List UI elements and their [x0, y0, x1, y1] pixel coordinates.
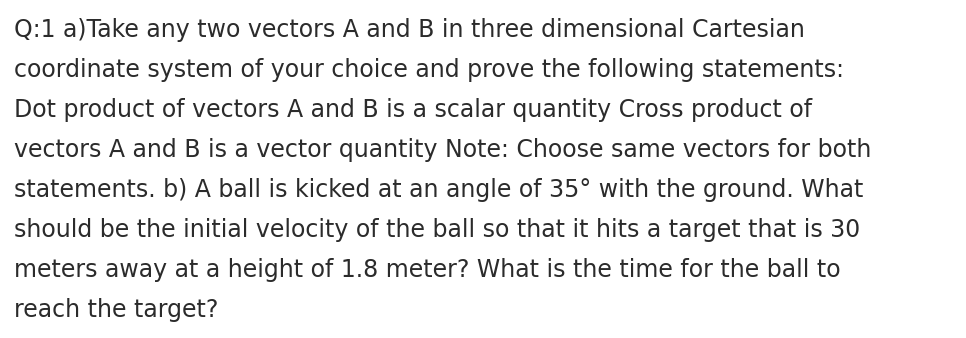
- Text: reach the target?: reach the target?: [14, 298, 218, 322]
- Text: meters away at a height of 1.8 meter? What is the time for the ball to: meters away at a height of 1.8 meter? Wh…: [14, 258, 840, 282]
- Text: should be the initial velocity of the ball so that it hits a target that is 30: should be the initial velocity of the ba…: [14, 218, 861, 242]
- Text: statements. b) A ball is kicked at an angle of 35° with the ground. What: statements. b) A ball is kicked at an an…: [14, 178, 864, 202]
- Text: Q:1 a)Take any two vectors A and B in three dimensional Cartesian: Q:1 a)Take any two vectors A and B in th…: [14, 18, 805, 42]
- Text: Dot product of vectors A and B is a scalar quantity Cross product of: Dot product of vectors A and B is a scal…: [14, 98, 812, 122]
- Text: vectors A and B is a vector quantity Note: Choose same vectors for both: vectors A and B is a vector quantity Not…: [14, 138, 871, 162]
- Text: coordinate system of your choice and prove the following statements:: coordinate system of your choice and pro…: [14, 58, 844, 82]
